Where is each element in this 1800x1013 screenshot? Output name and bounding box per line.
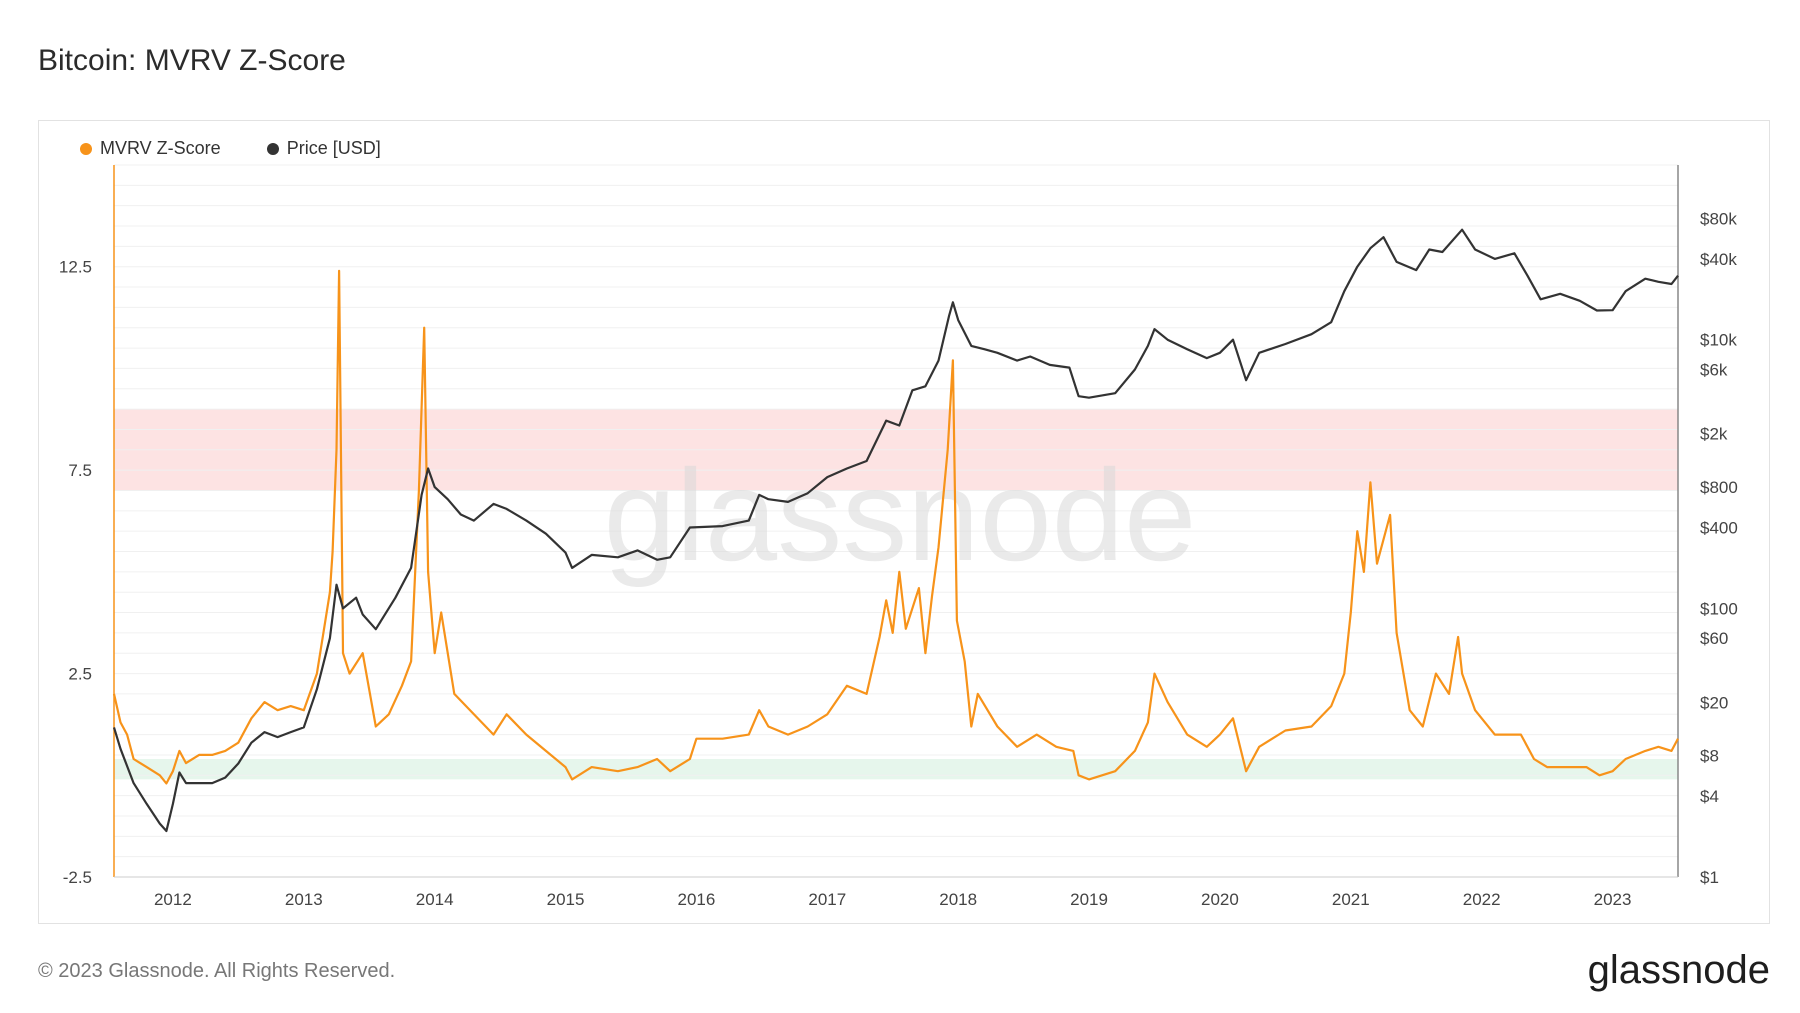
x-tick-label: 2017 <box>808 890 846 909</box>
y-right-tick-label: $8 <box>1700 747 1719 766</box>
x-tick-label: 2023 <box>1594 890 1632 909</box>
y-right-tick-label: $60 <box>1700 629 1728 648</box>
y-right-tick-label: $40k <box>1700 250 1737 269</box>
y-right-tick-label: $100 <box>1700 599 1738 618</box>
legend-item-mvrv[interactable]: MVRV Z-Score <box>80 138 221 159</box>
y-right-tick-label: $20 <box>1700 693 1728 712</box>
legend-dot-mvrv <box>80 142 92 155</box>
watermark: glassnode <box>604 442 1197 588</box>
price-usd-line <box>112 228 1679 833</box>
copyright-text: © 2023 Glassnode. All Rights Reserved. <box>38 960 396 982</box>
legend-dot-price <box>266 142 279 155</box>
y-left-tick-label: -2.5 <box>63 868 92 887</box>
mvrv-zscore-line <box>112 269 1679 785</box>
y-left-tick-label: 7.5 <box>68 461 92 480</box>
x-tick-label: 2012 <box>154 890 192 909</box>
chart-legend: MVRV Z-Score Price [USD] <box>80 138 381 159</box>
y-right-tick-label: $800 <box>1700 478 1738 497</box>
y-right-tick-label: $6k <box>1700 361 1728 380</box>
x-tick-label: 2015 <box>547 890 585 909</box>
x-tick-label: 2021 <box>1332 890 1370 909</box>
y-right-tick-label: $1 <box>1700 868 1719 887</box>
y-right-tick-label: $2k <box>1700 425 1728 444</box>
y-right-tick-label: $10k <box>1700 331 1737 350</box>
chart-panel <box>38 120 1770 924</box>
y-left-tick-label: 12.5 <box>59 258 92 277</box>
green-zone-band <box>114 759 1678 780</box>
x-tick-label: 2019 <box>1070 890 1108 909</box>
x-tick-label: 2018 <box>939 890 977 909</box>
y-right-tick-label: $80k <box>1700 209 1737 228</box>
y-right-tick-label: $400 <box>1700 519 1738 538</box>
x-tick-label: 2022 <box>1463 890 1501 909</box>
x-tick-label: 2016 <box>677 890 715 909</box>
glassnode-logo[interactable]: glassnode <box>1587 948 1770 992</box>
y-left-tick-label: 2.5 <box>68 665 92 684</box>
x-tick-label: 2013 <box>285 890 323 909</box>
x-tick-label: 2020 <box>1201 890 1239 909</box>
x-tick-label: 2014 <box>416 890 454 909</box>
legend-item-price[interactable]: Price [USD] <box>266 138 381 159</box>
page-title: Bitcoin: MVRV Z-Score <box>38 44 346 77</box>
legend-label-mvrv: MVRV Z-Score <box>100 138 221 158</box>
legend-label-price: Price [USD] <box>286 138 381 158</box>
y-right-tick-label: $4 <box>1700 787 1719 806</box>
